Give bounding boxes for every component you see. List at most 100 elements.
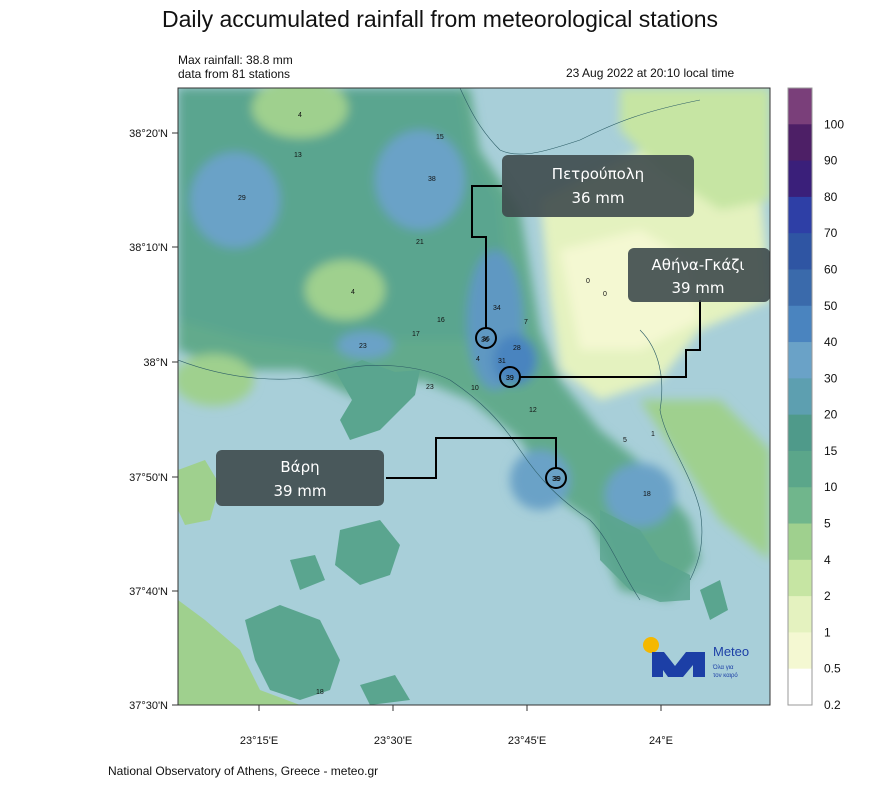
logo-name: Meteo <box>713 644 749 659</box>
station-value: 12 <box>529 407 537 414</box>
station-value: 13 <box>294 152 302 159</box>
colorbar-swatch <box>788 668 812 706</box>
coastline <box>178 359 641 601</box>
aegina-island <box>335 520 400 585</box>
lat-label: 38°20'N <box>129 128 168 140</box>
colorbar-frame <box>787 87 813 706</box>
sun-icon <box>643 637 659 653</box>
lat-label: 38°N <box>143 357 168 369</box>
station-value: 38 <box>428 176 436 183</box>
colorbar-label: 0.5 <box>824 662 841 676</box>
island-small-3 <box>700 580 728 620</box>
station-value: 18 <box>643 491 651 498</box>
marker-vari <box>545 467 567 489</box>
colorbar-swatch <box>788 596 812 633</box>
west-coast-land <box>178 460 220 525</box>
colorbar-label: 1 <box>824 625 831 639</box>
callout-petroupoli: Πετρούπολη 36 mm <box>502 155 694 217</box>
footer-credit: National Observatory of Athens, Greece -… <box>108 764 379 778</box>
colorbar-swatch <box>788 88 812 125</box>
lat-ticks <box>172 132 178 706</box>
marker-petroupoli <box>475 327 497 349</box>
m-logo-icon <box>652 652 705 677</box>
lon-label: 23°30'E <box>374 735 412 747</box>
colorbar-label: 80 <box>824 190 838 204</box>
station-value: 10 <box>471 385 479 392</box>
colorbar-label: 4 <box>824 553 831 567</box>
colorbar-label: 90 <box>824 154 838 168</box>
timestamp-text: 23 Aug 2022 at 20:10 local time <box>566 66 735 80</box>
station-value: 31 <box>498 358 506 365</box>
colorbar-swatch <box>788 414 812 452</box>
colorbar-label: 70 <box>824 226 838 240</box>
lon-label: 23°45'E <box>508 735 546 747</box>
lon-ticks <box>258 705 662 711</box>
station-value: 4 <box>351 289 355 296</box>
station-value: 0 <box>586 278 590 285</box>
colorbar-label: 15 <box>824 444 838 458</box>
colorbar-swatch <box>788 233 812 270</box>
colorbar-swatch <box>788 342 812 379</box>
station-value: 4 <box>298 112 302 119</box>
station-value: 17 <box>412 331 420 338</box>
callout-petroupoli-name: Πετρούπολη <box>552 165 644 183</box>
colorbar-swatch <box>788 523 812 561</box>
colorbar-label: 20 <box>824 408 838 422</box>
marker-label-petroupoli: 36 <box>482 336 490 343</box>
north-coastline <box>459 88 701 155</box>
colorbar: 100 90 80 70 60 50 40 30 20 15 10 5 4 2 1 0.5 0.2 <box>787 87 844 712</box>
station-value: 15 <box>436 134 444 141</box>
east-coastline <box>639 329 703 581</box>
station-value: 34 <box>493 305 501 312</box>
station-value: 18 <box>316 689 324 696</box>
poros-island <box>245 605 340 700</box>
lat-label: 37°30'N <box>129 700 168 712</box>
station-value: 7 <box>524 319 528 326</box>
colorbar-swatch <box>788 160 812 198</box>
station-value: 28 <box>513 345 521 352</box>
station-value: 23 <box>359 343 367 350</box>
colorbar-label: 2 <box>824 589 831 603</box>
station-value: 1 <box>651 431 655 438</box>
marker-label-athina-gazi: 39 <box>506 375 514 382</box>
colorbar-label: 30 <box>824 371 838 385</box>
island-small-1 <box>290 555 325 590</box>
marker-label-vari: 39 <box>552 476 560 483</box>
callout-athina-gazi-value: 39 mm <box>671 279 724 297</box>
map-title: Daily accumulated rainfall from meteorol… <box>161 6 719 32</box>
map-frame <box>177 87 771 706</box>
station-value: 16 <box>437 317 445 324</box>
station-value: 36 <box>481 337 489 344</box>
colorbar-label: 50 <box>824 299 838 313</box>
station-values: 4 15 13 29 38 21 4 16 17 23 23 34 36 4 3… <box>238 112 655 696</box>
callout-vari-value: 39 mm <box>273 482 326 500</box>
station-value: 23 <box>426 384 434 391</box>
logo-tagline-1: Όλα για <box>712 665 734 671</box>
lavrio-coast <box>600 510 690 602</box>
callout-vari-name: Βάρη <box>280 458 319 476</box>
salamina-island <box>336 360 420 440</box>
colorbar-label: 10 <box>824 480 838 494</box>
lat-label: 38°10'N <box>129 242 168 254</box>
colorbar-swatch <box>788 378 812 416</box>
station-value: 39 <box>553 476 561 483</box>
lat-labels: 38°20'N 38°10'N 38°N 37°50'N 37°40'N 37°… <box>129 128 168 712</box>
station-value: 21 <box>416 239 424 246</box>
colorbar-swatch <box>788 269 812 307</box>
colorbar-label: 40 <box>824 335 838 349</box>
colorbar-swatch <box>788 305 812 343</box>
logo-tagline-2: τον καιρό <box>713 672 738 679</box>
station-value: 5 <box>623 437 627 444</box>
callout-connectors <box>386 185 701 479</box>
station-value: 0 <box>603 291 607 298</box>
lon-label: 23°15'E <box>240 735 278 747</box>
callout-athina-gazi: Αθήνα-Γκάζι 39 mm <box>628 248 770 302</box>
callout-athina-gazi-name: Αθήνα-Γκάζι <box>652 256 745 274</box>
station-count-text: data from 81 stations <box>178 67 291 81</box>
peloponnese-land <box>178 600 300 705</box>
callout-petroupoli-value: 36 mm <box>571 189 624 207</box>
colorbar-swatch <box>788 450 812 488</box>
station-value: 39 <box>506 375 514 382</box>
lon-labels: 23°15'E 23°30'E 23°45'E 24°E <box>240 735 673 747</box>
